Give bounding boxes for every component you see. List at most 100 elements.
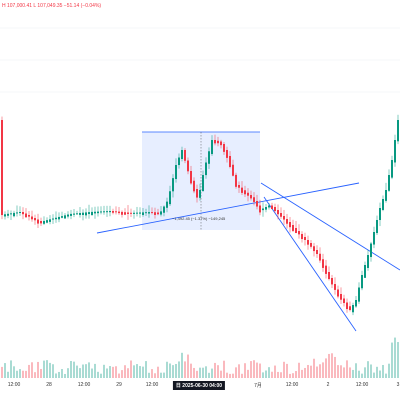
- grid: [0, 27, 400, 93]
- volume-bar: [34, 372, 36, 378]
- price-chart[interactable]: [0, 0, 400, 380]
- volume-bar: [325, 358, 327, 378]
- volume-bar: [193, 367, 195, 378]
- candle-body: [4, 214, 6, 217]
- volume-bar: [205, 366, 207, 378]
- candle-body: [115, 211, 117, 213]
- volume-bar: [388, 363, 390, 378]
- candle-body: [220, 141, 222, 146]
- candle-body: [313, 246, 315, 252]
- candle-body: [58, 216, 60, 220]
- volume-bar: [178, 361, 180, 378]
- volume-bar: [394, 337, 396, 378]
- candle-body: [331, 278, 333, 285]
- volume-bar: [382, 364, 384, 378]
- candle-body: [322, 259, 324, 268]
- time-tick: 12:00: [355, 382, 369, 388]
- volume-bar: [259, 363, 261, 378]
- candle-body: [334, 284, 336, 290]
- candle-body: [106, 211, 108, 213]
- volume-bar: [31, 362, 33, 378]
- volume-bar: [40, 368, 42, 378]
- candle-body: [349, 306, 351, 311]
- volume-bar: [376, 366, 378, 378]
- volume-bar: [370, 364, 372, 378]
- candle-body: [76, 213, 78, 215]
- candle-body: [346, 302, 348, 310]
- candle-body: [16, 212, 18, 214]
- candle-body: [154, 212, 156, 215]
- candle-body: [376, 220, 378, 234]
- volume-bar: [265, 370, 267, 378]
- candle-body: [304, 237, 306, 241]
- volume-bar: [232, 373, 234, 378]
- candle-body: [61, 216, 63, 218]
- candle-body: [40, 221, 42, 224]
- candle-body: [19, 212, 21, 213]
- volume-bar: [253, 360, 255, 378]
- volume-bar: [235, 367, 237, 378]
- candle-body: [277, 210, 279, 215]
- volume-bar: [166, 361, 168, 378]
- time-tick: 3: [396, 382, 400, 388]
- volume-bar: [361, 373, 363, 378]
- time-axis: 12:00 28 12:00 29 12:00 日 2025-06-30 04:00 7月 1…: [0, 378, 400, 392]
- volume-bar: [100, 373, 102, 378]
- candle-body: [97, 211, 99, 214]
- candle-body: [280, 213, 282, 217]
- time-tick: 12:00: [285, 382, 299, 388]
- volume-bar: [262, 372, 264, 378]
- volume-bar: [295, 371, 297, 378]
- volume-bar: [322, 362, 324, 378]
- candle-body: [355, 300, 357, 307]
- candle-body: [340, 294, 342, 300]
- candle-body: [298, 231, 300, 235]
- candle-body: [205, 162, 207, 176]
- candle-body: [46, 220, 48, 223]
- candle-body: [94, 211, 96, 214]
- candle-body: [7, 213, 9, 216]
- trendline-lower[interactable]: [263, 196, 357, 332]
- candle-body: [79, 213, 81, 215]
- volume-bar: [139, 366, 141, 378]
- candle-body: [121, 211, 123, 215]
- volume-bar: [55, 373, 57, 378]
- candle-body: [52, 218, 54, 220]
- candle-body: [382, 199, 384, 210]
- volume-bar: [67, 368, 69, 378]
- trendline-support[interactable]: [96, 182, 360, 234]
- candle-body: [217, 140, 219, 144]
- volume-bar: [349, 367, 351, 378]
- volume-bar: [172, 365, 174, 378]
- candle-body: [10, 213, 12, 215]
- candle-body: [388, 175, 390, 191]
- candle-body: [25, 213, 27, 218]
- candle-body: [316, 250, 318, 254]
- volume-bar: [256, 362, 258, 378]
- volume-bar: [4, 363, 6, 378]
- candle-body: [160, 211, 162, 215]
- candle-body: [325, 265, 327, 274]
- volume-bar: [229, 373, 231, 378]
- time-tick: 7月: [254, 383, 262, 389]
- trendline-upper[interactable]: [260, 182, 400, 271]
- candle-body: [241, 187, 243, 193]
- time-tick: 29: [116, 382, 122, 388]
- candle-body: [55, 217, 57, 220]
- volume-bar: [226, 372, 228, 378]
- volume-bar: [271, 371, 273, 378]
- candle-body: [175, 165, 177, 180]
- candle-body: [133, 212, 135, 214]
- volume-bar: [217, 365, 219, 378]
- candle-body: [367, 255, 369, 268]
- candle-body: [343, 298, 345, 304]
- volume-bar: [247, 369, 249, 378]
- volume-bar: [28, 364, 30, 378]
- volume-bar: [280, 372, 282, 378]
- candle-body: [64, 215, 66, 219]
- candle-body: [238, 185, 240, 188]
- time-tick: 2: [326, 382, 330, 388]
- volume-bar: [190, 363, 192, 378]
- volume-bar: [241, 373, 243, 378]
- candle-body: [127, 212, 129, 214]
